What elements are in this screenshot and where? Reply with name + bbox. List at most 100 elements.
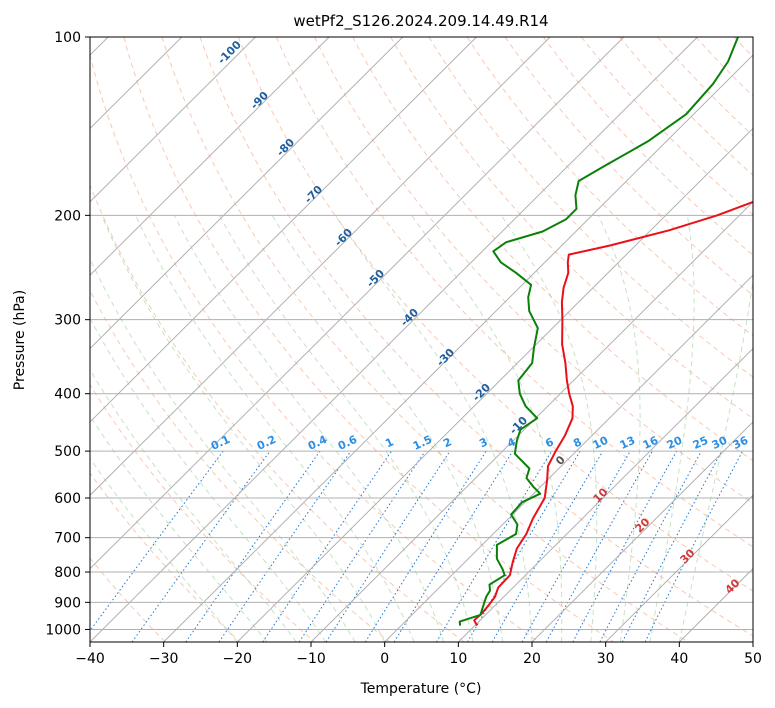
dry-adiabat-line xyxy=(619,37,753,176)
isotherm-line xyxy=(90,37,551,496)
mixing-ratio-label: 25 xyxy=(691,434,710,452)
mixing-ratio-line xyxy=(90,450,224,632)
x-tick-label: 50 xyxy=(744,651,762,667)
isotherm-label: -70 xyxy=(302,183,325,206)
isotherm-line xyxy=(90,37,698,642)
y-tick-label: 500 xyxy=(54,444,81,460)
y-axis-label: Pressure (hPa) xyxy=(12,290,28,390)
mixing-ratio-label: 36 xyxy=(731,434,751,452)
mixing-ratio-line xyxy=(325,450,451,642)
moist-adiabat-line xyxy=(135,215,415,642)
mixing-ratio-line xyxy=(621,450,723,642)
dry-adiabat-line xyxy=(90,183,465,642)
moist-adiabat-line xyxy=(678,277,753,642)
isotherm-line xyxy=(605,494,753,642)
dry-adiabat-line xyxy=(90,53,540,642)
mixing-ratio-line xyxy=(599,450,702,642)
dry-adiabat-line xyxy=(275,37,753,548)
dry-adiabat-line xyxy=(657,37,753,137)
mixing-ratio-line xyxy=(393,450,514,642)
x-tick-label: 30 xyxy=(597,651,615,667)
y-tick-label: 900 xyxy=(54,595,81,611)
moist-adiabat-line xyxy=(411,215,563,642)
moist-adiabat-line xyxy=(218,215,474,642)
moist-adiabat-line xyxy=(90,257,356,642)
mixing-ratio-line xyxy=(262,450,392,642)
x-tick-label: 20 xyxy=(523,651,541,667)
moist-adiabat-line xyxy=(90,317,327,642)
mixing-ratio-label: 2 xyxy=(441,435,453,450)
mixing-ratio-label: 30 xyxy=(710,434,730,452)
isotherm-label: -80 xyxy=(274,136,297,159)
isotherm-line xyxy=(236,127,753,642)
mixing-ratio-label: 0.2 xyxy=(255,433,278,453)
y-tick-label: 100 xyxy=(54,30,81,46)
moist-adiabat-line xyxy=(500,215,598,642)
moist-adiabat-line xyxy=(90,414,268,642)
mixing-ratio-label: 1 xyxy=(383,435,395,450)
moist-adiabat-line xyxy=(90,457,238,642)
moist-adiabat-label: 40 xyxy=(723,576,743,596)
mixing-ratio-label: 20 xyxy=(665,434,685,452)
dry-adiabat-line xyxy=(352,37,753,462)
x-tick-label: 10 xyxy=(449,651,467,667)
mixing-ratio-label: 16 xyxy=(641,434,661,452)
isotherm-line xyxy=(384,274,753,642)
y-tick-label: 300 xyxy=(54,313,81,329)
y-tick-label: 400 xyxy=(54,387,81,403)
dewpoint-line xyxy=(458,37,739,626)
mixing-ratio-label: 0.1 xyxy=(209,433,232,453)
dry-adiabat-line xyxy=(90,383,316,642)
isotherm-label: -90 xyxy=(248,89,271,112)
isotherm-line xyxy=(90,37,477,423)
x-tick-label: −10 xyxy=(296,651,326,667)
x-tick-label: 0 xyxy=(380,651,389,667)
y-tick-label: 1000 xyxy=(45,622,81,638)
moist-adiabat-label: 10 xyxy=(591,485,611,505)
mixing-ratio-label: 0.6 xyxy=(336,433,359,453)
mixing-ratio-line xyxy=(435,450,553,642)
dry-adiabat-line xyxy=(90,289,390,642)
mixing-ratio-line xyxy=(644,450,744,642)
dry-adiabat-line xyxy=(504,37,753,296)
isotherm-line xyxy=(752,641,753,642)
moist-adiabat-line xyxy=(90,368,297,642)
mixing-ratio-line xyxy=(298,450,426,642)
isotherm-line xyxy=(531,421,753,642)
x-tick-label: −40 xyxy=(75,651,105,667)
x-axis-label: Temperature (°C) xyxy=(360,681,482,697)
dry-adiabat-line xyxy=(90,472,241,642)
isotherm-line xyxy=(90,37,256,203)
y-tick-label: 600 xyxy=(54,491,81,507)
isotherm-line xyxy=(678,567,753,642)
x-tick-label: −30 xyxy=(149,651,179,667)
isotherm-line xyxy=(457,347,753,642)
moist-adiabat-line xyxy=(597,215,641,642)
dry-adiabat-line xyxy=(581,37,753,216)
dry-adiabat-line xyxy=(314,37,753,505)
chart-title: wetPf2_S126.2024.209.14.49.R14 xyxy=(293,12,548,31)
moist-adiabat-line xyxy=(335,215,533,642)
isotherm-label: -60 xyxy=(332,226,355,249)
dry-adiabat-line xyxy=(466,37,753,337)
dry-adiabat-line xyxy=(542,37,753,256)
isotherm-line xyxy=(90,37,330,276)
mixing-ratio-label: 3 xyxy=(477,435,489,450)
moist-adiabat-line xyxy=(649,215,695,642)
isotherm-label: -30 xyxy=(434,346,457,369)
isotherm-line xyxy=(90,37,625,570)
moist-adiabat-label: 20 xyxy=(633,515,653,535)
mixing-ratio-line xyxy=(545,450,653,642)
dry-adiabat-line xyxy=(161,37,689,642)
dry-adiabat-line xyxy=(237,37,753,592)
moist-adiabat-label: 0 xyxy=(553,453,568,468)
mixing-ratio-line xyxy=(131,450,271,642)
plot-frame xyxy=(89,36,754,643)
dry-adiabat-line xyxy=(428,37,753,378)
mixing-ratio-line xyxy=(218,450,352,642)
isotherm-line xyxy=(90,37,404,350)
moist-adiabat-label: 30 xyxy=(678,546,698,566)
moist-adiabat-line xyxy=(101,215,386,642)
dry-adiabat-line xyxy=(199,37,753,637)
